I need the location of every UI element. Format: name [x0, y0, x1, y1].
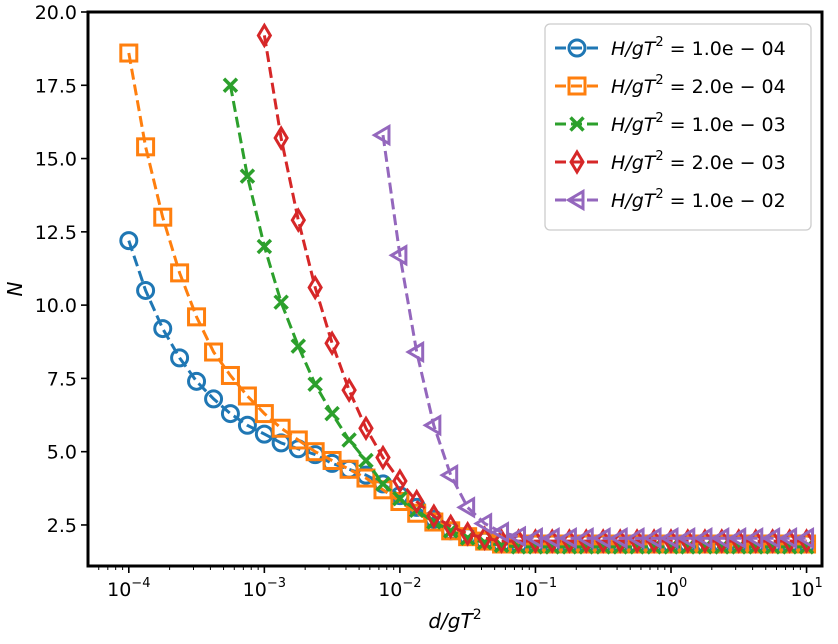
series-1-point-5	[204, 342, 224, 362]
legend-label-2: H/gT2 = 1.0e − 03	[611, 111, 786, 136]
series-3-point-11	[442, 513, 459, 540]
series-3-point-5	[341, 377, 357, 404]
plot-frame	[86, 10, 824, 568]
series-2-point-7	[341, 432, 357, 448]
series-2-point-2	[256, 238, 273, 255]
series-3-point-13	[476, 525, 493, 552]
series-1-point-0	[119, 43, 139, 63]
y-tick-label-3: 10.0	[35, 295, 77, 317]
series-2-point-8	[358, 452, 374, 469]
y-tick-label-0: 2.5	[47, 515, 77, 537]
series-3-point-2	[290, 207, 307, 234]
series-0-point-2	[153, 319, 173, 339]
series-1-point-1	[136, 137, 156, 157]
series-3-point-3	[307, 274, 323, 301]
series-1-point-2	[153, 207, 173, 227]
legend-marker-3	[569, 149, 585, 175]
x-tick-label-3: 10−1	[514, 576, 557, 601]
legend-marker-0	[567, 38, 587, 58]
series-1-point-6	[220, 365, 240, 385]
legend-marker-2	[569, 116, 585, 132]
series-4-point-5	[456, 496, 476, 519]
x-tick-label-0: 10−4	[107, 576, 150, 601]
legend-box	[544, 23, 812, 231]
series-line-0	[127, 240, 807, 546]
series-4-point-8	[507, 525, 527, 548]
legend-entry-0: H/gT2 = 1.0e − 04	[555, 35, 786, 60]
series-3-point-10	[426, 503, 442, 530]
series-3-point-8	[392, 468, 408, 494]
series-4-point-7	[490, 521, 510, 544]
series-4-point-6	[473, 512, 493, 535]
y-tick-label-1: 5.0	[47, 442, 77, 464]
series-2-point-9	[375, 476, 391, 492]
series-0-point-0	[119, 231, 139, 251]
legend-label-0: H/gT2 = 1.0e − 04	[611, 35, 786, 60]
series-2-point-6	[324, 405, 340, 422]
series-0-point-1	[136, 280, 156, 300]
legend-marker-4	[565, 188, 585, 212]
series-1-point-7	[237, 386, 257, 406]
series-2-point-1	[239, 168, 256, 184]
series-3-point-6	[358, 415, 374, 442]
series-4-point-2	[405, 340, 425, 364]
legend-label-4: H/gT2 = 1.0e − 02	[611, 187, 786, 212]
series-1-point-8	[254, 404, 274, 424]
series-3-point-7	[375, 444, 391, 471]
axes-layer: 10−4 10−3 10−2 10−1 100 101 2.5 5.0 7.5 10.0 12.5 1…	[3, 2, 824, 633]
y-tick-label-4: 12.5	[35, 222, 77, 244]
y-axis-label: N	[3, 281, 27, 296]
legend-entry-4: H/gT2 = 1.0e − 02	[555, 187, 786, 212]
legend-entry-2: H/gT2 = 1.0e − 03	[555, 111, 786, 136]
series-4-point-4	[439, 464, 459, 487]
series-2-point-10	[392, 490, 408, 507]
series-3-point-12	[459, 520, 476, 547]
x-tick-label-1: 10−3	[243, 576, 286, 601]
series-2-point-3	[273, 294, 289, 310]
series-3-point-0	[256, 22, 273, 49]
series-4-point-1	[388, 244, 408, 267]
plot-data-layer	[119, 22, 817, 555]
series-0-point-5	[204, 389, 224, 409]
plot-area	[119, 22, 817, 555]
series-4-point-0	[371, 123, 391, 147]
x-tick-label-4: 100	[655, 576, 687, 601]
legend-entry-1: H/gT2 = 2.0e − 04	[555, 73, 786, 98]
legend-label-3: H/gT2 = 2.0e − 03	[611, 149, 786, 174]
series-1-point-9	[271, 418, 291, 438]
series-1-point-3	[170, 263, 190, 283]
series-0-point-6	[220, 404, 240, 424]
y-tick-label-7: 20.0	[35, 2, 77, 24]
series-2-point-5	[307, 376, 323, 393]
series-3-point-14	[493, 528, 510, 555]
series-4-point-3	[422, 414, 442, 437]
series-0-point-7	[237, 415, 257, 435]
legend-label-1: H/gT2 = 2.0e − 04	[611, 73, 786, 98]
y-tick-label-2: 7.5	[47, 368, 77, 390]
series-4-point-25	[795, 527, 815, 550]
x-tick-label-2: 10−2	[378, 576, 421, 601]
x-tick-label-5: 101	[790, 576, 822, 601]
series-0-point-3	[170, 348, 190, 368]
series-4	[371, 123, 815, 550]
series-3-point-1	[273, 125, 289, 151]
y-tick-label-6: 17.5	[35, 75, 77, 97]
series-2-point-0	[222, 77, 239, 94]
legend: H/gT2 = 1.0e − 04 H/gT2 = 2.0e − 04 H/gT2 …	[544, 23, 812, 231]
x-axis-label: d/gT2	[428, 607, 481, 633]
series-3-point-9	[408, 488, 425, 515]
series-1-point-10	[288, 430, 308, 450]
series-1-point-14	[356, 468, 376, 488]
legend-marker-1	[567, 76, 587, 96]
series-0	[119, 231, 817, 554]
series-0-point-4	[187, 371, 207, 391]
legend-entry-3: H/gT2 = 2.0e − 03	[555, 149, 786, 175]
series-0-point-13	[339, 459, 359, 479]
y-tick-label-5: 15.0	[35, 149, 77, 171]
series-3-point-4	[324, 330, 340, 357]
series-1-point-4	[187, 307, 207, 327]
series-2-point-4	[290, 338, 307, 354]
